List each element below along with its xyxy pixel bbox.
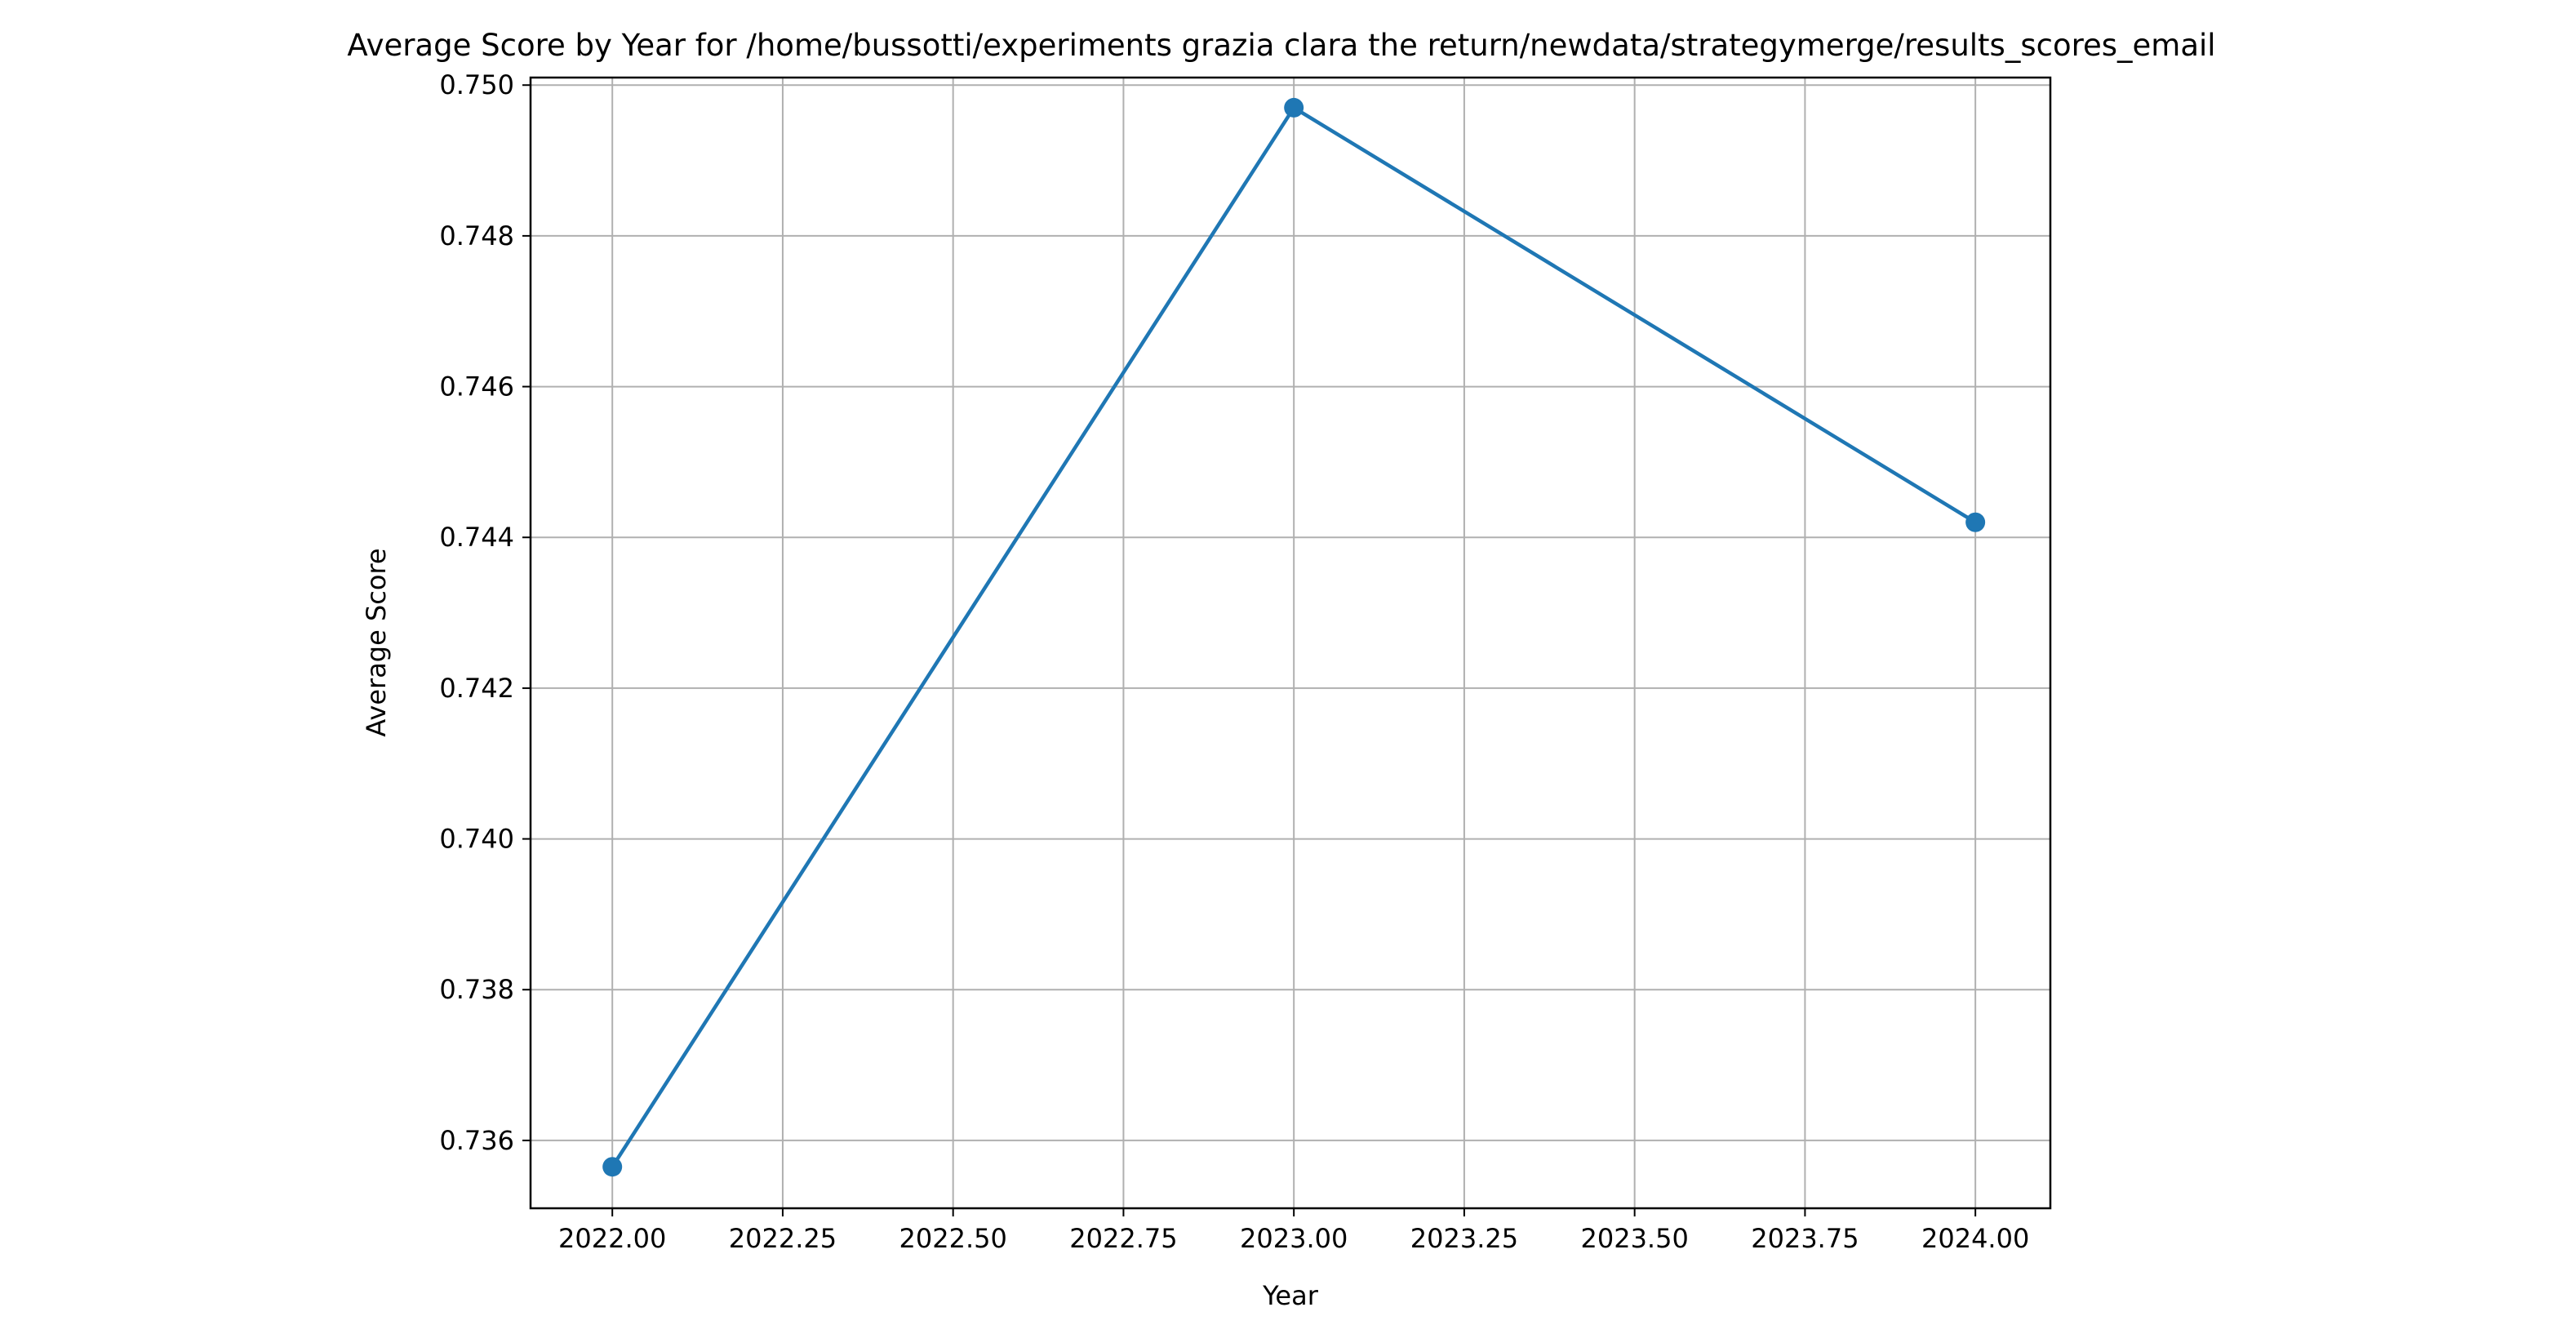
x-tick-label: 2024.00 bbox=[1921, 1223, 2029, 1254]
x-tick-label: 2022.25 bbox=[729, 1223, 837, 1254]
x-tick-label: 2022.50 bbox=[899, 1223, 1007, 1254]
data-point bbox=[1284, 97, 1304, 118]
plot-frame bbox=[529, 76, 2052, 1210]
y-tick-label: 0.740 bbox=[439, 824, 514, 855]
x-tick-label: 2023.75 bbox=[1751, 1223, 1859, 1254]
y-tick-label: 0.746 bbox=[439, 371, 514, 402]
y-axis-label: Average Score bbox=[361, 548, 392, 736]
y-axis-ticks: 0.736 0.738 0.740 0.742 0.744 0.746 0.748 0.750 bbox=[439, 69, 531, 1156]
y-tick-label: 0.744 bbox=[439, 522, 514, 553]
chart-title: Average Score by Year for /home/bussotti… bbox=[347, 28, 2215, 63]
x-axis-label: Year bbox=[1262, 1280, 1319, 1311]
y-tick-label: 0.742 bbox=[439, 673, 514, 704]
x-tick-label: 2022.00 bbox=[558, 1223, 666, 1254]
x-axis-ticks: 2022.00 2022.25 2022.50 2022.75 2023.00 2023.… bbox=[558, 1208, 2029, 1254]
x-gridlines bbox=[611, 78, 1977, 1208]
plot-area bbox=[531, 78, 2050, 1208]
y-tick-label: 0.750 bbox=[439, 69, 514, 100]
data-point bbox=[1965, 512, 1986, 532]
x-tick-label: 2023.25 bbox=[1410, 1223, 1518, 1254]
y-tick-label: 0.748 bbox=[439, 220, 514, 251]
x-tick-label: 2023.00 bbox=[1240, 1223, 1348, 1254]
y-gridlines bbox=[531, 84, 2050, 1141]
x-tick-label: 2022.75 bbox=[1069, 1223, 1177, 1254]
data-point bbox=[602, 1157, 623, 1177]
x-tick-label: 2023.50 bbox=[1580, 1223, 1688, 1254]
y-tick-label: 0.738 bbox=[439, 974, 514, 1005]
series-layer bbox=[602, 97, 1986, 1177]
y-tick-label: 0.736 bbox=[439, 1125, 514, 1156]
